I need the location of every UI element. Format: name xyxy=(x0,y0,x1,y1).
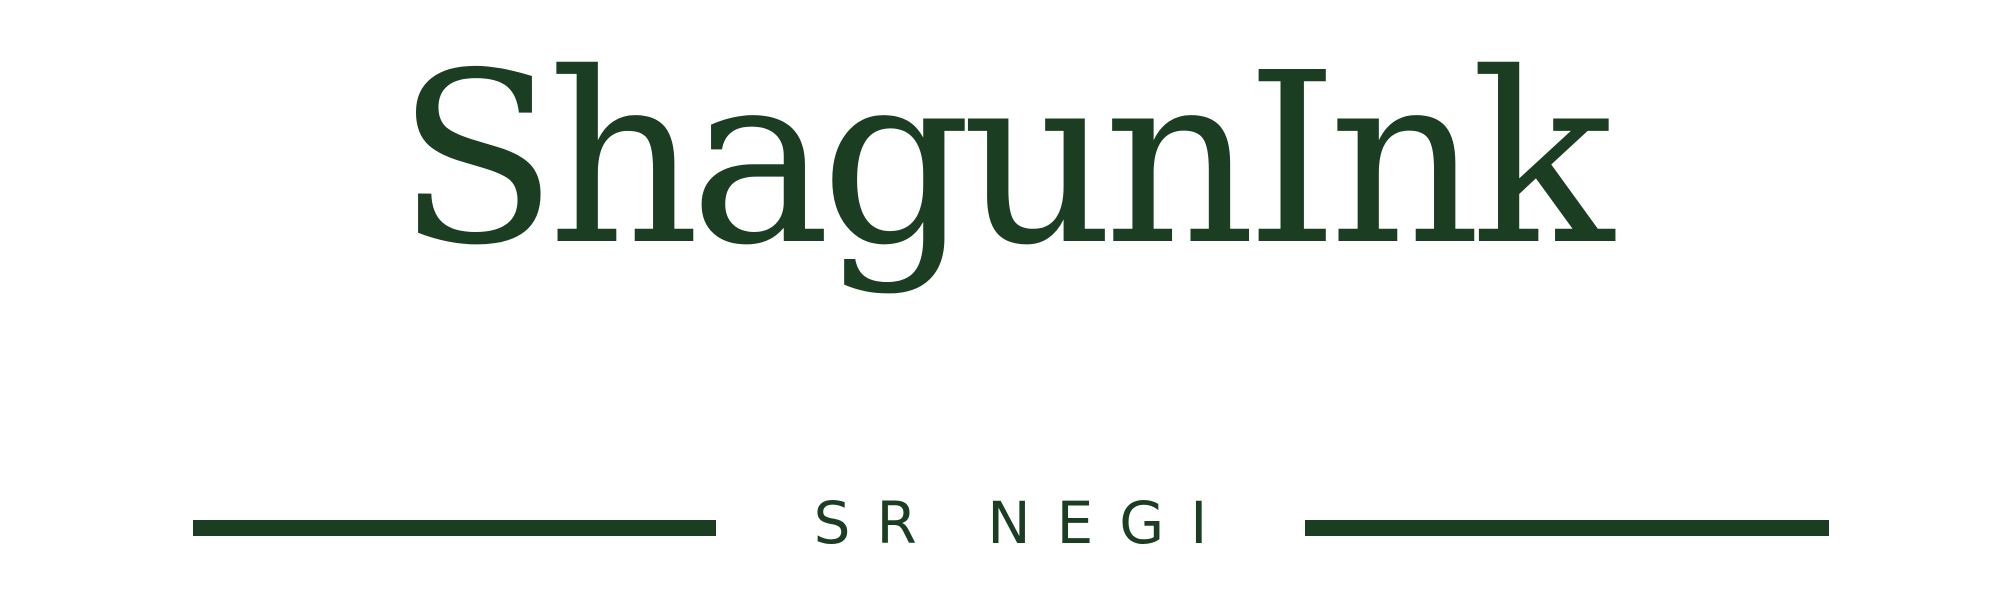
brand-name: ShagunInk xyxy=(396,22,1614,297)
tagline-row: SR NEGI xyxy=(0,484,2000,568)
divider-left xyxy=(193,520,716,536)
divider-right xyxy=(1305,520,1829,536)
brand-tagline: SR NEGI xyxy=(813,489,1234,557)
